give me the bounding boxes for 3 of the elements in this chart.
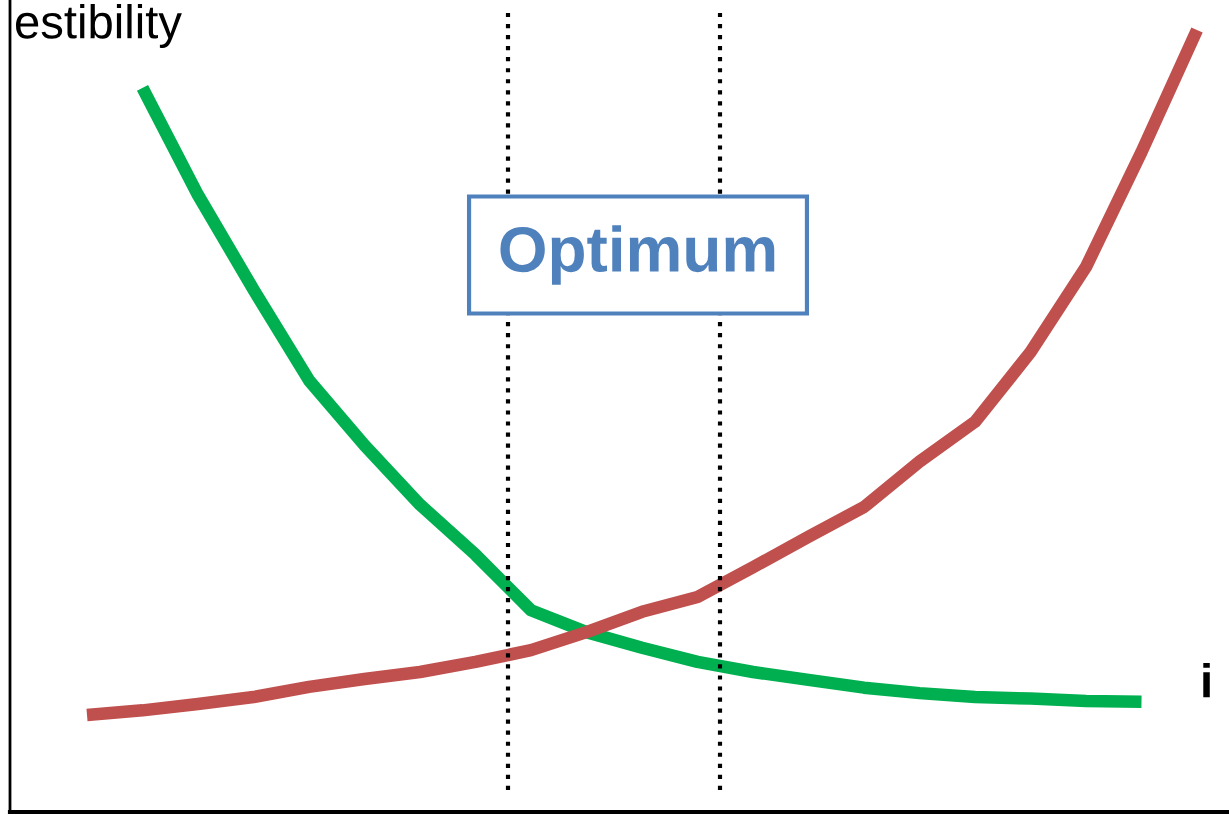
x-axis-title: i (1203, 662, 1210, 698)
y-axis-title: estibility (16, 4, 182, 49)
annotation: Optimum (500, 225, 775, 285)
